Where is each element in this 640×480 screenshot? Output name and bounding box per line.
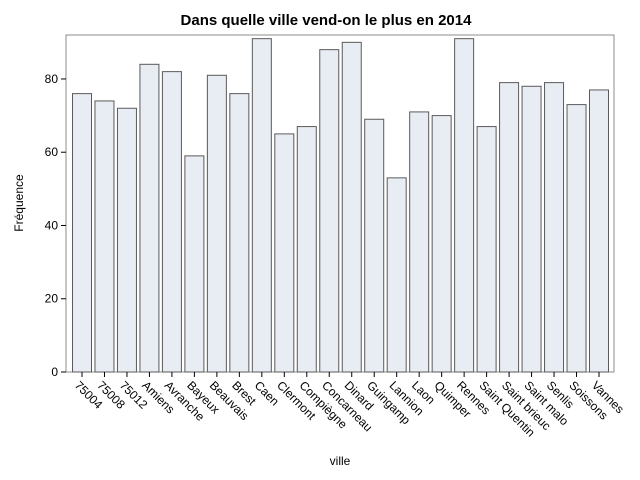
y-tick-label: 0 [51, 365, 58, 379]
bar [206, 74, 227, 373]
bar [296, 126, 317, 373]
x-tick-label: Caen [252, 378, 282, 408]
bar [566, 104, 587, 373]
bar [94, 100, 115, 373]
y-tick-label: 60 [45, 145, 59, 159]
bar [72, 93, 92, 373]
bar [521, 85, 542, 373]
y-tick-label: 40 [45, 218, 59, 232]
x-axis-label: ville [330, 454, 351, 468]
bar [161, 71, 182, 373]
y-tick-label: 80 [45, 72, 59, 86]
bars [72, 38, 609, 373]
bar [499, 82, 520, 373]
plot-frame [65, 34, 615, 373]
bar [476, 126, 497, 373]
bar [341, 41, 362, 373]
bar [589, 89, 609, 373]
bar [364, 118, 385, 373]
bar [386, 177, 407, 373]
bar [184, 155, 205, 373]
bar [409, 111, 430, 373]
bar [139, 63, 160, 373]
bar [116, 107, 137, 373]
y-axis: 0 20 40 60 80 [45, 72, 66, 379]
bar [251, 38, 272, 373]
bar [431, 115, 452, 373]
bar [544, 82, 565, 373]
chart-title: Dans quelle ville vend-on le plus en 201… [181, 12, 473, 29]
x-axis: 750047500875012AmiensAvrancheBayeuxBeauv… [72, 372, 627, 440]
y-tick-label: 20 [45, 292, 59, 306]
bar [274, 133, 295, 373]
y-axis-label: Fréquence [12, 174, 26, 232]
bar [319, 49, 340, 373]
bar [454, 38, 475, 373]
bar [229, 93, 250, 373]
